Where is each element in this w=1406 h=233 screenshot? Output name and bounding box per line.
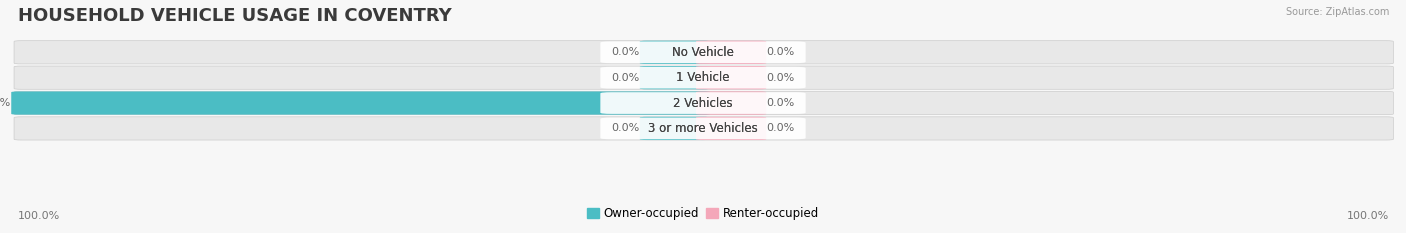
Text: 100.0%: 100.0% — [1347, 211, 1389, 221]
FancyBboxPatch shape — [14, 91, 1393, 115]
FancyBboxPatch shape — [14, 117, 1393, 140]
Text: 1 Vehicle: 1 Vehicle — [676, 71, 730, 84]
FancyBboxPatch shape — [600, 118, 806, 139]
FancyBboxPatch shape — [640, 41, 710, 64]
Text: No Vehicle: No Vehicle — [672, 46, 734, 59]
FancyBboxPatch shape — [14, 66, 1393, 89]
FancyBboxPatch shape — [600, 67, 806, 89]
Text: 3 or more Vehicles: 3 or more Vehicles — [648, 122, 758, 135]
FancyBboxPatch shape — [696, 91, 766, 115]
FancyBboxPatch shape — [696, 41, 766, 64]
Text: 0.0%: 0.0% — [766, 47, 794, 57]
Text: 100.0%: 100.0% — [0, 98, 11, 108]
FancyBboxPatch shape — [600, 92, 806, 114]
FancyBboxPatch shape — [696, 66, 766, 89]
Text: 0.0%: 0.0% — [766, 123, 794, 134]
Text: 2 Vehicles: 2 Vehicles — [673, 96, 733, 110]
FancyBboxPatch shape — [640, 66, 710, 89]
FancyBboxPatch shape — [600, 41, 806, 63]
Text: 0.0%: 0.0% — [766, 73, 794, 83]
Text: 3 or more Vehicles: 3 or more Vehicles — [648, 122, 758, 135]
FancyBboxPatch shape — [640, 117, 710, 140]
FancyBboxPatch shape — [696, 117, 766, 140]
Text: 0.0%: 0.0% — [766, 98, 794, 108]
FancyBboxPatch shape — [11, 91, 710, 115]
Legend: Owner-occupied, Renter-occupied: Owner-occupied, Renter-occupied — [582, 202, 824, 225]
Text: 1 Vehicle: 1 Vehicle — [676, 71, 730, 84]
Text: 2 Vehicles: 2 Vehicles — [673, 96, 733, 110]
Text: HOUSEHOLD VEHICLE USAGE IN COVENTRY: HOUSEHOLD VEHICLE USAGE IN COVENTRY — [18, 7, 451, 25]
Text: 0.0%: 0.0% — [612, 123, 640, 134]
Text: 0.0%: 0.0% — [612, 47, 640, 57]
Text: No Vehicle: No Vehicle — [672, 46, 734, 59]
Text: 100.0%: 100.0% — [18, 211, 60, 221]
Text: Source: ZipAtlas.com: Source: ZipAtlas.com — [1285, 7, 1389, 17]
Text: 0.0%: 0.0% — [612, 73, 640, 83]
FancyBboxPatch shape — [14, 41, 1393, 64]
